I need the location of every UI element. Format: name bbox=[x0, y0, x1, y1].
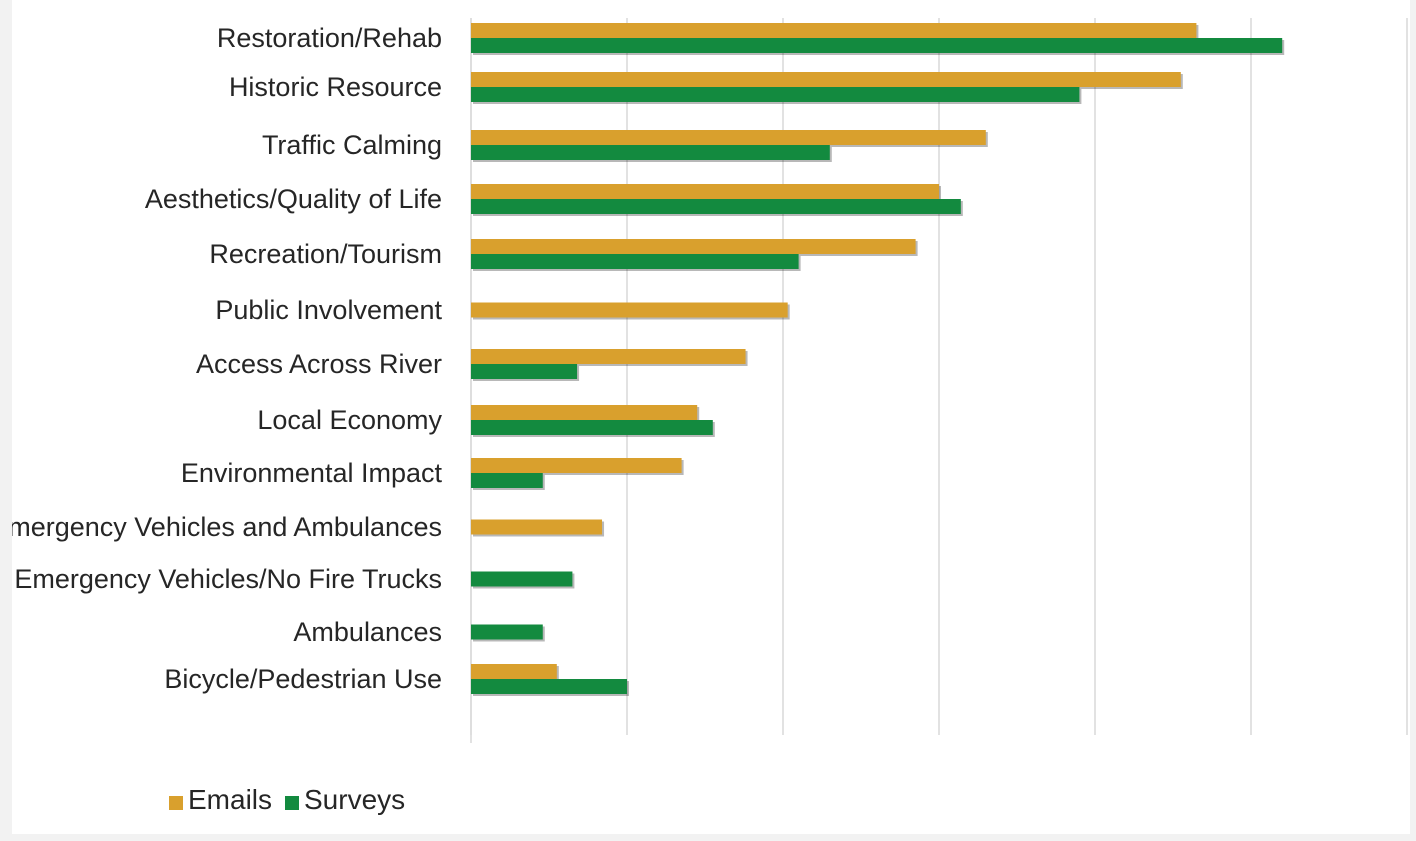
category-label-1: Historic Resource bbox=[229, 72, 442, 102]
bar-emails-6 bbox=[471, 349, 746, 364]
category-label-2: Traffic Calming bbox=[262, 130, 442, 160]
category-label-11: Ambulances bbox=[293, 617, 442, 647]
bar-emails-0 bbox=[471, 23, 1197, 38]
bar-chart: Restoration/Rehab Historic Resource Traffi… bbox=[12, 18, 1408, 815]
bar-surveys-12 bbox=[471, 679, 627, 694]
bar-surveys-7 bbox=[471, 420, 713, 435]
bar-emails-4 bbox=[471, 239, 916, 254]
category-label-0: Restoration/Rehab bbox=[217, 23, 442, 53]
category-label-4: Recreation/Tourism bbox=[209, 239, 442, 269]
category-label-8: Environmental Impact bbox=[181, 458, 443, 488]
category-label-3: Aesthetics/Quality of Life bbox=[145, 184, 442, 214]
bar-surveys-2 bbox=[471, 145, 830, 160]
bar-surveys-8 bbox=[471, 473, 543, 488]
legend-label-surveys: Surveys bbox=[304, 784, 405, 815]
legend-label-emails: Emails bbox=[188, 784, 272, 815]
bars bbox=[471, 23, 1285, 696]
bar-surveys-10 bbox=[471, 571, 573, 587]
bar-emails-1 bbox=[471, 72, 1181, 87]
bar-surveys-1 bbox=[471, 87, 1080, 102]
bar-surveys-4 bbox=[471, 254, 799, 269]
bar-surveys-6 bbox=[471, 364, 578, 379]
category-label-12: Bicycle/Pedestrian Use bbox=[164, 664, 442, 694]
bar-emails-8 bbox=[471, 458, 682, 473]
category-label-5: Public Involvement bbox=[215, 295, 442, 325]
bar-surveys-11 bbox=[471, 624, 543, 640]
category-label-6: Access Across River bbox=[196, 349, 442, 379]
category-labels: Restoration/Rehab Historic Resource Traffi… bbox=[12, 23, 442, 694]
bar-emails-9 bbox=[471, 519, 603, 535]
bar-surveys-3 bbox=[471, 199, 961, 214]
bar-emails-2 bbox=[471, 130, 986, 145]
category-label-10: Emergency Vehicles/No Fire Trucks bbox=[14, 564, 442, 594]
gridlines bbox=[470, 18, 1408, 743]
category-label-9: Emergency Vehicles and Ambulances bbox=[12, 512, 442, 542]
chart-card: Restoration/Rehab Historic Resource Traffi… bbox=[12, 0, 1410, 834]
bar-surveys-0 bbox=[471, 38, 1283, 53]
legend-swatch-emails bbox=[169, 796, 183, 810]
legend-swatch-surveys bbox=[285, 796, 299, 810]
bar-emails-5 bbox=[471, 302, 788, 318]
category-label-7: Local Economy bbox=[257, 405, 442, 435]
legend: Emails Surveys bbox=[169, 784, 405, 815]
bar-emails-12 bbox=[471, 664, 557, 679]
bar-emails-7 bbox=[471, 405, 698, 420]
bar-emails-3 bbox=[471, 184, 939, 199]
